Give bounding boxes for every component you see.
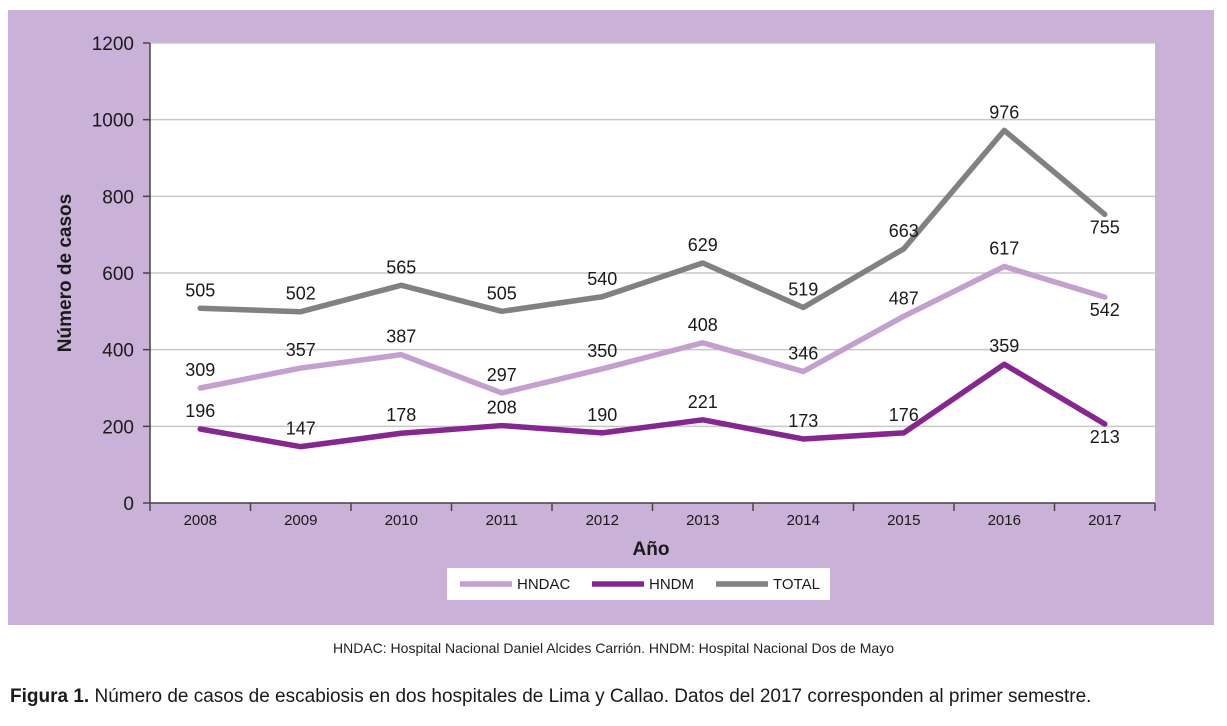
data-label-hndm: 196 <box>185 401 215 421</box>
data-label-total: 565 <box>386 257 416 277</box>
y-axis-title: Número de casos <box>55 194 76 352</box>
data-label-hndm: 147 <box>286 419 316 439</box>
legend: HNDAC HNDM TOTAL <box>460 576 820 593</box>
caption-text: Número de casos de escabiosis en dos hos… <box>89 686 1092 707</box>
line-chart: 0 200 400 600 800 1000 1200 2008 2009 2010 2011 201… <box>55 34 1156 600</box>
y-tick-label: 200 <box>102 417 134 438</box>
data-label-hndac: 350 <box>587 341 617 361</box>
x-tick-label: 2012 <box>586 512 619 529</box>
y-tick-label: 1200 <box>92 34 134 55</box>
data-label-hndm: 173 <box>788 411 818 431</box>
data-label-hndm: 359 <box>989 336 1019 356</box>
data-label-total: 976 <box>989 102 1019 122</box>
chart-panel: 0 200 400 600 800 1000 1200 2008 2009 2010 2011 201… <box>8 10 1214 625</box>
x-tick-label: 2014 <box>787 512 820 529</box>
data-label-hndac: 346 <box>788 344 818 364</box>
data-label-total: 629 <box>688 235 718 255</box>
series-lines <box>197 127 1108 450</box>
axes: 0 200 400 600 800 1000 1200 2008 2009 2010 2011 201… <box>92 34 1156 529</box>
data-label-total: 755 <box>1090 217 1120 237</box>
data-label-hndac: 387 <box>386 327 416 347</box>
y-tick-label: 400 <box>102 341 134 362</box>
x-tick-label: 2013 <box>686 512 719 529</box>
data-label-hndm: 178 <box>386 405 416 425</box>
data-label-hndac: 309 <box>185 360 215 380</box>
series-line-hndac <box>197 263 1108 396</box>
y-tick-label: 1000 <box>92 111 134 132</box>
y-tick-label: 800 <box>102 187 134 208</box>
series-line-total <box>197 127 1108 315</box>
data-label-total: 663 <box>889 221 919 241</box>
x-tick-label: 2009 <box>284 512 317 529</box>
x-axis-title: Año <box>633 539 670 560</box>
data-labels: 309 357 387 297 350 408 346 487 617 542 196 147 178 2… <box>185 102 1120 447</box>
data-label-hndm: 213 <box>1090 427 1120 447</box>
x-tick-label: 2016 <box>988 512 1021 529</box>
data-label-total: 540 <box>587 269 617 289</box>
legend-label-total: TOTAL <box>773 576 820 593</box>
data-label-hndac: 487 <box>889 288 919 308</box>
legend-label-hndac: HNDAC <box>517 576 571 593</box>
y-tick-label: 0 <box>123 494 134 515</box>
data-label-hndac: 408 <box>688 315 718 335</box>
data-label-hndm: 221 <box>688 392 718 412</box>
data-label-total: 502 <box>286 284 316 304</box>
data-label-hndm: 190 <box>587 405 617 425</box>
x-tick-label: 2010 <box>385 512 418 529</box>
data-label-hndm: 208 <box>487 398 517 418</box>
data-label-hndac: 617 <box>989 238 1019 258</box>
data-label-total: 519 <box>788 280 818 300</box>
y-tick-label: 600 <box>102 264 134 285</box>
figure-caption: Figura 1. Número de casos de escabiosis … <box>10 686 1225 708</box>
x-tick-label: 2011 <box>486 512 518 529</box>
data-label-total: 505 <box>487 283 517 303</box>
caption-label: Figura 1. <box>10 686 90 707</box>
series-line-hndm <box>197 361 1108 450</box>
data-label-total: 505 <box>185 280 215 300</box>
x-tick-label: 2015 <box>887 512 920 529</box>
data-label-hndac: 542 <box>1090 300 1120 320</box>
data-label-hndac: 297 <box>487 365 517 385</box>
x-tick-label: 2017 <box>1088 512 1121 529</box>
gridlines <box>150 42 1155 428</box>
data-label-hndm: 176 <box>889 405 919 425</box>
x-tick-label: 2008 <box>184 512 217 529</box>
data-label-hndac: 357 <box>286 340 316 360</box>
source-note: HNDAC: Hospital Nacional Daniel Alcides … <box>333 640 894 656</box>
legend-label-hndm: HNDM <box>649 576 694 593</box>
